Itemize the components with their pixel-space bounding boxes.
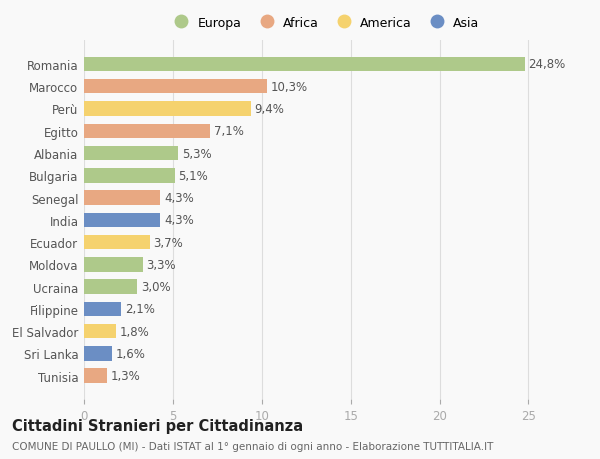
Bar: [84, 191, 160, 205]
Text: 10,3%: 10,3%: [271, 80, 308, 94]
Text: 5,3%: 5,3%: [182, 147, 211, 160]
Text: 4,3%: 4,3%: [164, 214, 194, 227]
Bar: [84, 146, 178, 161]
Text: 4,3%: 4,3%: [164, 191, 194, 205]
Text: 9,4%: 9,4%: [254, 103, 284, 116]
Text: 2,1%: 2,1%: [125, 302, 155, 316]
Bar: [84, 324, 116, 339]
Bar: [84, 80, 267, 94]
Bar: [84, 124, 210, 139]
Text: 7,1%: 7,1%: [214, 125, 244, 138]
Text: 1,8%: 1,8%: [119, 325, 149, 338]
Text: 24,8%: 24,8%: [529, 58, 566, 71]
Bar: [84, 57, 525, 72]
Bar: [84, 280, 137, 294]
Text: 1,6%: 1,6%: [116, 347, 146, 360]
Text: 3,0%: 3,0%: [141, 280, 170, 293]
Text: 3,3%: 3,3%: [146, 258, 176, 271]
Bar: [84, 235, 150, 250]
Bar: [84, 213, 160, 228]
Text: 1,3%: 1,3%: [110, 369, 140, 382]
Bar: [84, 369, 107, 383]
Text: COMUNE DI PAULLO (MI) - Dati ISTAT al 1° gennaio di ogni anno - Elaborazione TUT: COMUNE DI PAULLO (MI) - Dati ISTAT al 1°…: [12, 441, 493, 451]
Text: Cittadini Stranieri per Cittadinanza: Cittadini Stranieri per Cittadinanza: [12, 418, 303, 433]
Text: 3,7%: 3,7%: [154, 236, 183, 249]
Bar: [84, 347, 112, 361]
Legend: Europa, Africa, America, Asia: Europa, Africa, America, Asia: [164, 12, 484, 35]
Bar: [84, 257, 143, 272]
Text: 5,1%: 5,1%: [178, 169, 208, 182]
Bar: [84, 302, 121, 316]
Bar: [84, 102, 251, 117]
Bar: [84, 168, 175, 183]
